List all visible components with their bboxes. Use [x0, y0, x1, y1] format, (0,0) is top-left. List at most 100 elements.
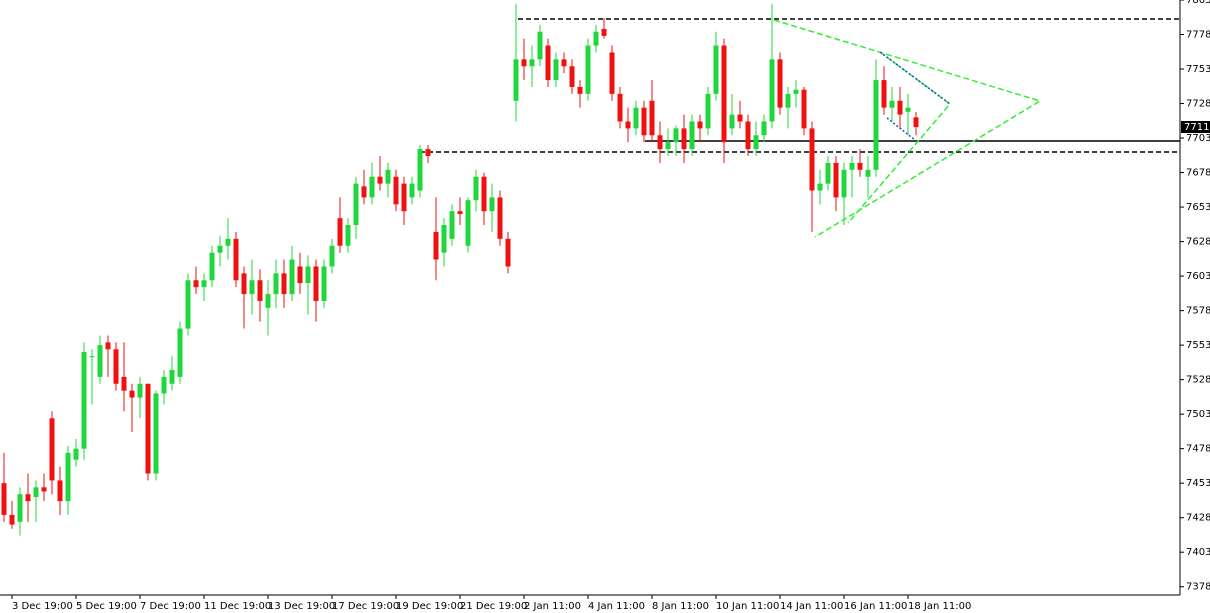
candle-body [361, 186, 367, 198]
y-tick-label: 7553 [1186, 340, 1210, 351]
candle-body [881, 80, 887, 108]
candle-body [25, 494, 31, 502]
candle-body [649, 100, 655, 136]
candle-body [417, 149, 423, 191]
drawings [420, 18, 1180, 238]
candle-body [537, 31, 543, 60]
candle-body [281, 273, 287, 295]
y-tick-label: 7753 [1186, 64, 1210, 75]
candle-body [529, 59, 535, 67]
candle-body [825, 162, 831, 184]
x-tick-label: 8 Jan 11:00 [652, 601, 709, 612]
candle-body [721, 45, 727, 143]
candle-body [89, 356, 95, 358]
candle-body [737, 114, 743, 122]
candle-body [57, 480, 63, 502]
candle-body [601, 28, 607, 36]
candle-body [673, 128, 679, 143]
y-tick-label: 7803 [1186, 0, 1210, 6]
candle-body [817, 183, 823, 191]
candle-body [81, 352, 87, 449]
candle-body [745, 121, 751, 150]
candle-body [609, 52, 615, 94]
candle-body [729, 114, 735, 129]
y-tick-label: 7503 [1186, 409, 1210, 420]
candle-body [33, 487, 39, 497]
y-tick-label: 7578 [1186, 306, 1210, 317]
candle-body [1, 483, 7, 515]
candle-body [577, 86, 583, 94]
candle-body [449, 211, 455, 239]
candle-body [793, 89, 799, 94]
candle-body [321, 266, 327, 301]
x-tick-label: 18 Jan 11:00 [908, 601, 971, 612]
x-tick-label: 11 Dec 19:00 [204, 601, 271, 612]
x-tick-label: 5 Dec 19:00 [76, 601, 137, 612]
x-tick-label: 3 Dec 19:00 [12, 601, 73, 612]
candle-body [465, 200, 471, 246]
candle-body [17, 494, 23, 522]
candle-body [137, 383, 143, 398]
candle-body [201, 280, 207, 288]
x-tick-label: 14 Jan 11:00 [780, 601, 843, 612]
candle-body [841, 169, 847, 198]
y-tick-label: 7428 [1186, 513, 1210, 524]
candle-body [713, 45, 719, 94]
y-tick-label: 7778 [1186, 30, 1210, 41]
candle-body [217, 245, 223, 253]
candle-body [513, 59, 519, 101]
candle-body [105, 342, 111, 350]
candle-body [761, 121, 767, 136]
candle-body [777, 59, 783, 108]
candle-body [153, 393, 159, 474]
candle-body [873, 80, 879, 170]
candle-body [489, 197, 495, 212]
candle-body [345, 225, 351, 246]
candle-body [193, 280, 199, 288]
x-tick-label: 10 Jan 11:00 [716, 601, 779, 612]
y-tick-label: 7653 [1186, 202, 1210, 213]
candle-body [65, 452, 71, 502]
candle-body [705, 93, 711, 129]
candle-body [569, 66, 575, 87]
candle-body [185, 280, 191, 329]
candle-body [481, 176, 487, 212]
triangle-pattern [773, 19, 1042, 238]
x-tick-label: 2 Jan 11:00 [524, 601, 581, 612]
candle-body [617, 93, 623, 122]
candle-body [113, 349, 119, 384]
candle-body [425, 149, 431, 156]
price-label-box [1181, 121, 1210, 134]
candle-body [249, 280, 255, 295]
candle-body [441, 225, 447, 253]
triangle-pattern [847, 51, 952, 224]
candle-body [257, 280, 263, 301]
candle-body [753, 135, 759, 150]
candle-body [633, 107, 639, 129]
candle-body [681, 128, 687, 150]
x-tick-label: 7 Dec 19:00 [140, 601, 201, 612]
candle-body [913, 117, 919, 128]
candle-body [145, 383, 151, 474]
y-tick-label: 7528 [1186, 375, 1210, 386]
candle-body [49, 418, 55, 481]
candle-body [401, 183, 407, 212]
current-price-label: 7711 [1184, 122, 1209, 133]
candle-body [209, 252, 215, 281]
candle-body [641, 107, 647, 136]
candle-body [129, 390, 135, 398]
candle-body [73, 448, 79, 460]
candle-body [273, 273, 279, 295]
candle-body [41, 487, 47, 492]
candle-body [377, 176, 383, 184]
channel-line [886, 117, 916, 141]
x-tick-label: 17 Dec 19:00 [332, 601, 399, 612]
candle-body [857, 162, 863, 170]
candle-body [177, 328, 183, 377]
candle-body [905, 107, 911, 112]
y-tick-label: 7703 [1186, 133, 1210, 144]
candle-body [97, 345, 103, 377]
candle-body [897, 100, 903, 115]
candle-body [593, 31, 599, 46]
